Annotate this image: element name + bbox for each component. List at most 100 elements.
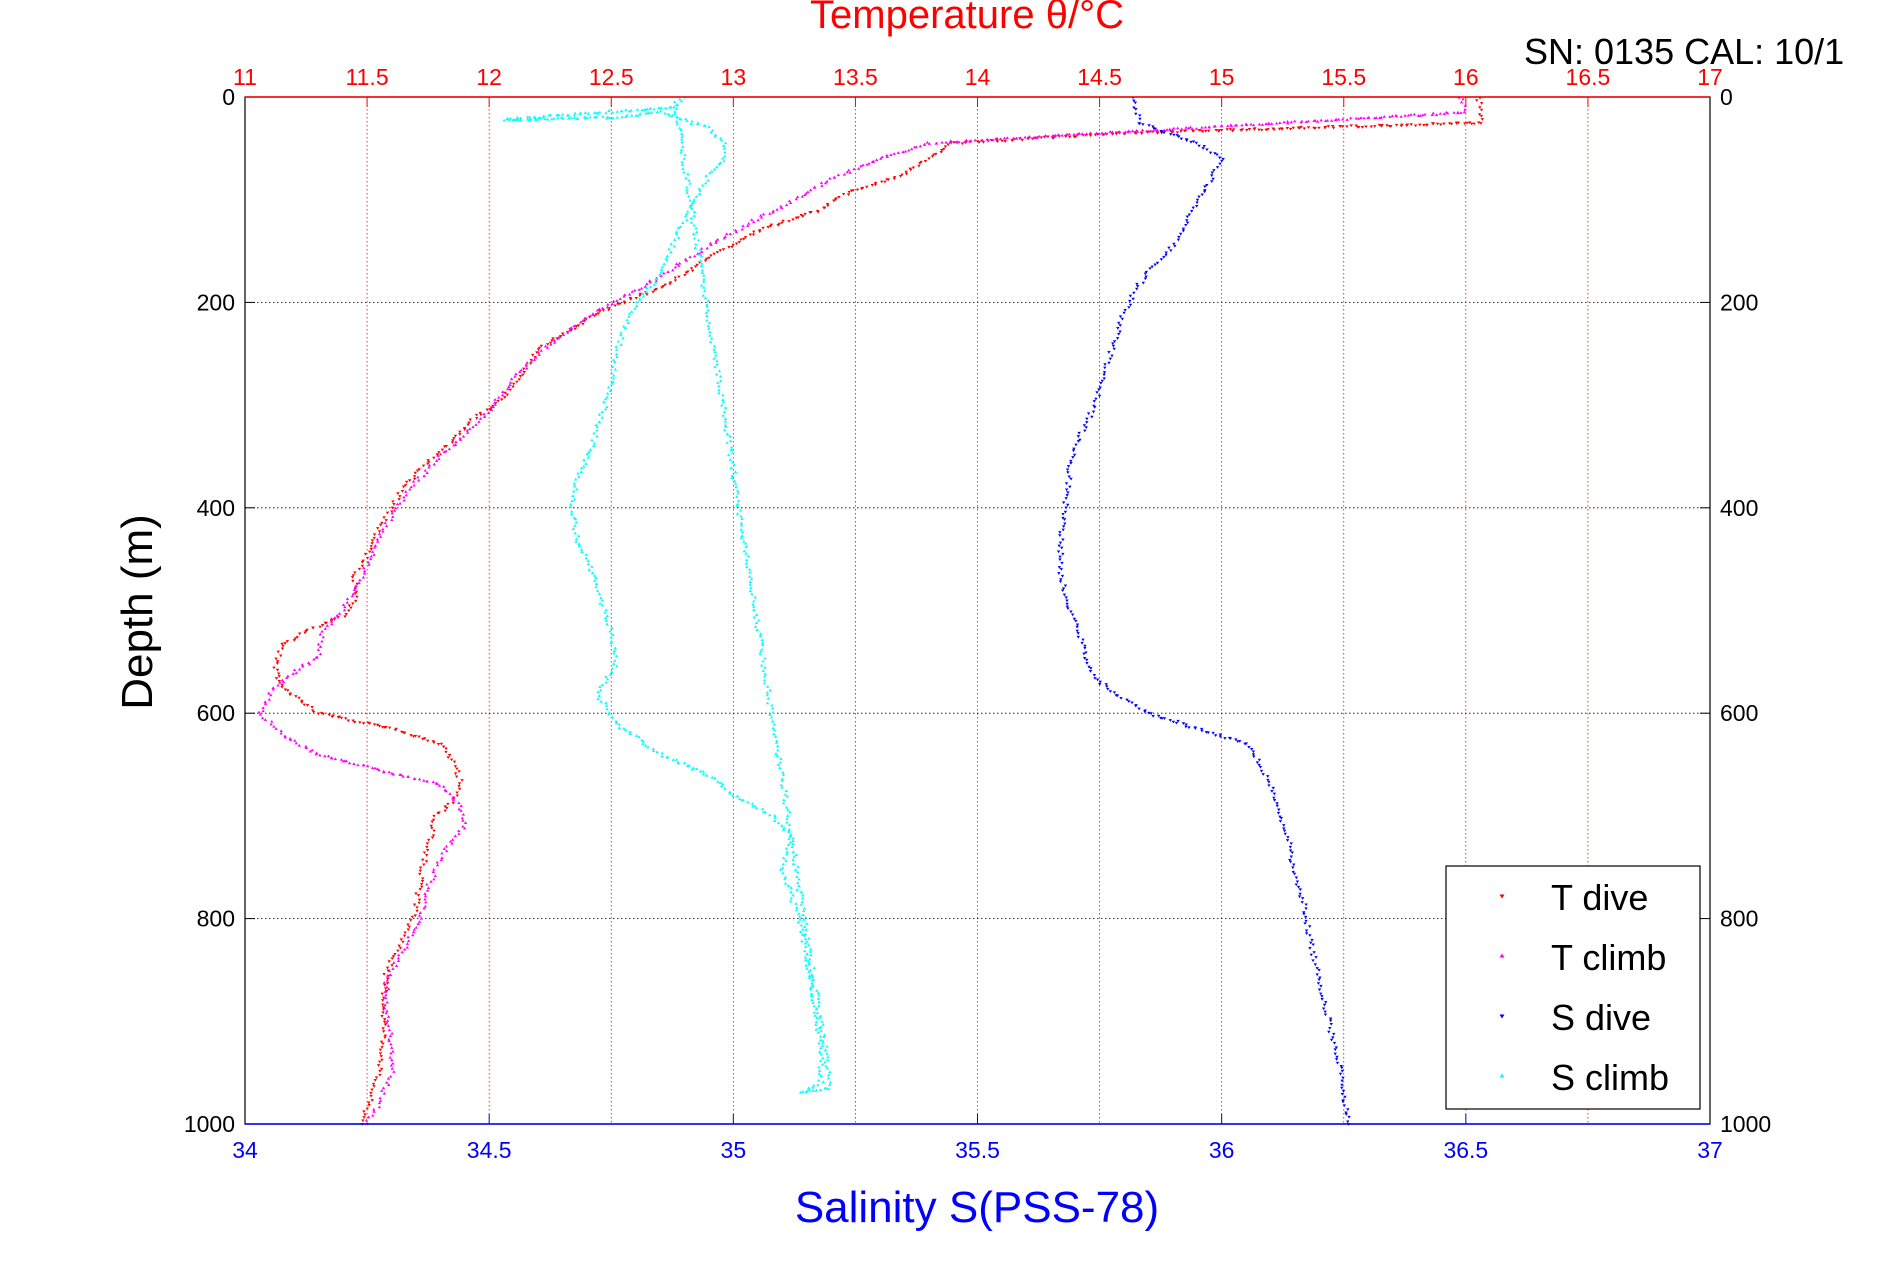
data-point — [584, 462, 588, 465]
data-point — [780, 206, 784, 209]
data-point — [736, 499, 741, 502]
data-point — [572, 489, 576, 493]
data-point — [846, 193, 851, 197]
data-point — [1123, 130, 1127, 134]
data-point — [1285, 839, 1290, 842]
data-point — [615, 110, 620, 113]
data-point — [1277, 127, 1282, 131]
data-point — [681, 167, 685, 171]
data-point — [1323, 126, 1327, 130]
data-point — [1187, 213, 1191, 217]
data-point — [301, 664, 305, 668]
data-point — [567, 114, 571, 117]
data-point — [597, 412, 602, 416]
data-point — [671, 268, 675, 272]
data-point — [715, 359, 719, 363]
data-point — [1288, 858, 1292, 862]
data-point — [1114, 132, 1119, 136]
top-tick-label: 14 — [965, 64, 991, 90]
data-point — [784, 846, 789, 850]
data-point — [279, 729, 283, 733]
data-point — [735, 489, 740, 492]
data-point — [424, 860, 429, 864]
data-point — [1470, 122, 1474, 126]
data-point — [795, 875, 799, 879]
top-tick-label: 15.5 — [1321, 64, 1366, 90]
data-point — [451, 439, 455, 442]
data-point — [363, 1113, 367, 1117]
data-point — [760, 643, 765, 646]
data-point — [1197, 144, 1201, 148]
data-point — [816, 1083, 820, 1087]
data-point — [598, 309, 602, 313]
data-point — [1205, 184, 1209, 187]
data-point — [1348, 116, 1353, 120]
data-point — [378, 1052, 383, 1056]
data-point — [807, 974, 812, 977]
data-point — [403, 931, 407, 935]
data-point — [694, 226, 698, 230]
data-point — [455, 791, 459, 795]
data-point — [458, 433, 462, 436]
data-point — [307, 662, 312, 666]
data-point — [1463, 103, 1467, 107]
data-point — [1329, 119, 1334, 122]
data-point — [326, 754, 331, 758]
data-point — [808, 986, 813, 990]
data-point — [365, 556, 370, 560]
data-point — [1179, 130, 1183, 133]
data-point — [304, 744, 308, 748]
data-point — [814, 1020, 819, 1024]
data-point — [1103, 131, 1108, 135]
data-point — [316, 712, 321, 716]
data-point — [752, 605, 756, 608]
data-point — [441, 745, 446, 749]
data-point — [1288, 860, 1293, 864]
data-point — [387, 960, 391, 964]
data-point — [637, 298, 642, 302]
data-point — [870, 184, 874, 187]
data-point — [1252, 755, 1256, 759]
data-point — [1213, 734, 1218, 737]
data-point — [613, 367, 618, 371]
data-point — [597, 694, 601, 697]
data-point — [610, 381, 614, 385]
data-point — [365, 1107, 370, 1111]
data-point — [515, 115, 520, 119]
data-point — [1080, 132, 1084, 135]
data-point — [485, 408, 489, 412]
data-point — [1092, 674, 1097, 677]
data-point — [407, 925, 412, 929]
data-point — [1062, 593, 1067, 597]
data-point — [387, 726, 392, 730]
data-point — [394, 506, 398, 510]
data-point — [807, 1086, 811, 1090]
data-point — [744, 545, 748, 549]
data-point — [637, 735, 641, 739]
data-point — [503, 396, 507, 399]
data-point — [707, 327, 711, 330]
data-point — [1097, 388, 1101, 392]
data-point — [865, 162, 869, 166]
data-point — [758, 632, 763, 635]
data-point — [787, 837, 791, 840]
data-point — [1412, 112, 1417, 116]
data-point — [628, 732, 632, 736]
data-point — [743, 236, 748, 239]
data-point — [1177, 135, 1181, 139]
data-point — [420, 885, 424, 889]
data-point — [638, 112, 642, 116]
data-point — [608, 629, 612, 633]
data-point — [604, 111, 608, 115]
data-point — [1334, 1046, 1339, 1050]
data-point — [1321, 1007, 1326, 1011]
data-point — [556, 336, 561, 340]
data-point — [1204, 129, 1208, 133]
data-point — [1334, 1058, 1339, 1061]
data-point — [1162, 717, 1167, 720]
data-point — [457, 782, 462, 785]
data-point — [763, 656, 767, 660]
data-point — [611, 110, 615, 114]
data-point — [1089, 667, 1093, 670]
data-point — [422, 474, 426, 478]
